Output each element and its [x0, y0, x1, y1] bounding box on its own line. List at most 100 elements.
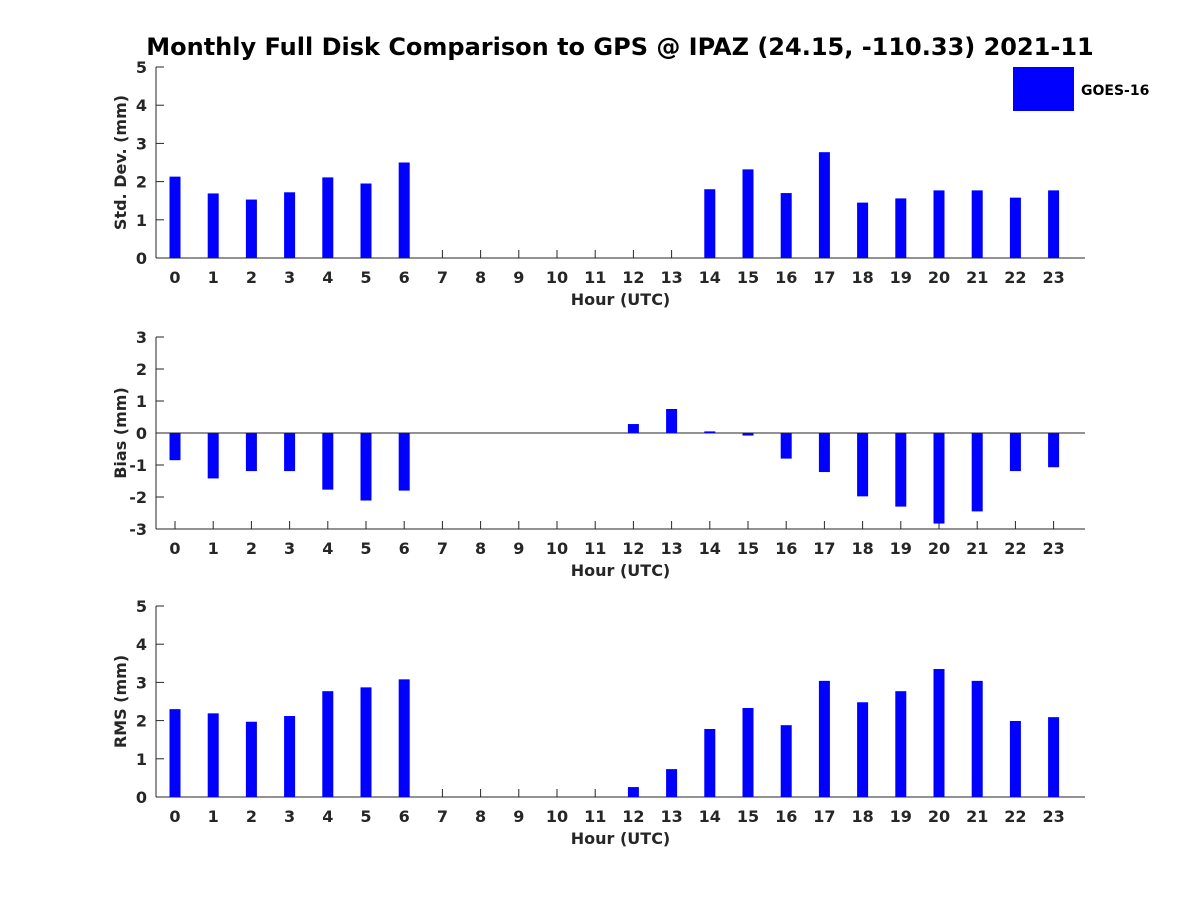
- bias-x-tick-label: 10: [546, 539, 568, 558]
- std-dev-bar-17: [818, 152, 830, 258]
- rms-bar-12: [627, 787, 639, 797]
- bias-x-tick-label: 23: [1042, 539, 1064, 558]
- legend-label: GOES-16: [1081, 83, 1149, 99]
- rms-bar-23: [1048, 717, 1060, 797]
- rms-x-tick-label: 12: [622, 807, 644, 826]
- bias-x-tick-label: 9: [513, 539, 524, 558]
- std-dev-x-tick-label: 23: [1042, 268, 1064, 287]
- rms-x-tick-label: 6: [399, 807, 410, 826]
- bias-bar-4: [322, 433, 334, 490]
- bias-x-tick-label: 19: [890, 539, 912, 558]
- rms-bar-4: [322, 691, 334, 797]
- std-dev-bar-4: [322, 177, 334, 258]
- bias-x-tick-label: 1: [208, 539, 219, 558]
- rms-bar-21: [971, 680, 983, 797]
- std-dev-x-tick-label: 2: [246, 268, 257, 287]
- rms-x-tick-label: 18: [851, 807, 873, 826]
- bias-x-tick-label: 0: [169, 539, 180, 558]
- legend-swatch: [1013, 67, 1074, 111]
- std-dev-x-tick-label: 8: [475, 268, 486, 287]
- bias-x-tick-label: 22: [1004, 539, 1026, 558]
- rms-y-tick-label: 0: [136, 788, 147, 807]
- bias-bar-14: [704, 431, 716, 433]
- std-dev-x-tick-label: 13: [660, 268, 682, 287]
- std-dev-x-tick-label: 11: [584, 268, 606, 287]
- bias-x-tick-label: 17: [813, 539, 835, 558]
- rms-y-tick-label: 2: [136, 712, 147, 731]
- bias-bar-3: [284, 433, 296, 472]
- std-dev-bar-3: [284, 192, 296, 258]
- std-dev-x-tick-label: 0: [169, 268, 180, 287]
- std-dev-bar-5: [360, 183, 372, 258]
- bias-x-tick-label: 21: [966, 539, 988, 558]
- rms-x-tick-label: 21: [966, 807, 988, 826]
- rms-x-tick-label: 5: [360, 807, 371, 826]
- rms-y-axis-label: RMS (mm): [111, 655, 130, 748]
- bias-x-tick-label: 18: [851, 539, 873, 558]
- bias-x-tick-label: 11: [584, 539, 606, 558]
- rms-bar-18: [857, 702, 869, 797]
- std-dev-x-tick-label: 1: [208, 268, 219, 287]
- bias-bar-1: [207, 433, 219, 479]
- bias-y-tick-label: 0: [136, 424, 147, 443]
- std-dev-y-tick-label: 2: [136, 173, 147, 192]
- std-dev-y-tick-label: 4: [136, 96, 147, 115]
- bias-bar-18: [857, 433, 869, 497]
- rms-x-tick-label: 11: [584, 807, 606, 826]
- rms-x-axis-label: Hour (UTC): [571, 829, 671, 848]
- std-dev-bar-0: [169, 176, 181, 258]
- std-dev-x-tick-label: 5: [360, 268, 371, 287]
- std-dev-bar-2: [245, 199, 257, 258]
- bias-y-tick-label: 2: [136, 360, 147, 379]
- rms-bar-14: [704, 729, 716, 797]
- bias-bar-19: [895, 433, 907, 507]
- rms-bar-6: [398, 679, 410, 797]
- bias-y-tick-label: 1: [136, 392, 147, 411]
- std-dev-y-axis-label: Std. Dev. (mm): [111, 95, 130, 230]
- rms-bar-5: [360, 687, 372, 797]
- std-dev-x-tick-label: 18: [851, 268, 873, 287]
- std-dev-x-tick-label: 12: [622, 268, 644, 287]
- rms-bar-0: [169, 709, 181, 797]
- bias-x-tick-label: 15: [737, 539, 759, 558]
- rms-x-tick-label: 15: [737, 807, 759, 826]
- rms-y-tick-label: 1: [136, 750, 147, 769]
- std-dev-bar-18: [857, 202, 869, 258]
- bias-bar-23: [1048, 433, 1060, 468]
- rms-bar-13: [666, 769, 678, 797]
- bias-y-tick-label: 3: [136, 328, 147, 347]
- std-dev-x-tick-label: 21: [966, 268, 988, 287]
- bias-x-tick-label: 5: [360, 539, 371, 558]
- bias-bar-22: [1009, 433, 1021, 472]
- bias-x-tick-label: 3: [284, 539, 295, 558]
- rms-x-tick-label: 14: [699, 807, 721, 826]
- std-dev-y-tick-label: 0: [136, 249, 147, 268]
- std-dev-bar-22: [1009, 197, 1021, 258]
- rms-bar-2: [245, 721, 257, 797]
- bias-y-tick-label: -3: [129, 520, 147, 539]
- rms-x-tick-label: 8: [475, 807, 486, 826]
- rms-x-tick-label: 2: [246, 807, 257, 826]
- rms-y-tick-label: 5: [136, 597, 147, 616]
- std-dev-x-tick-label: 19: [890, 268, 912, 287]
- bias-x-tick-label: 12: [622, 539, 644, 558]
- std-dev-x-tick-label: 3: [284, 268, 295, 287]
- std-dev-x-tick-label: 7: [437, 268, 448, 287]
- rms-x-tick-label: 20: [928, 807, 950, 826]
- bias-y-tick-label: -1: [129, 456, 147, 475]
- rms-bar-17: [818, 680, 830, 797]
- std-dev-x-tick-label: 15: [737, 268, 759, 287]
- std-dev-x-tick-label: 22: [1004, 268, 1026, 287]
- bias-bar-21: [971, 433, 983, 512]
- bias-bar-15: [742, 433, 754, 436]
- rms-y-tick-label: 4: [136, 635, 147, 654]
- legend: GOES-16: [1013, 67, 1149, 111]
- bias-y-axis-label: Bias (mm): [111, 387, 130, 479]
- rms-x-tick-label: 17: [813, 807, 835, 826]
- std-dev-bar-15: [742, 169, 754, 258]
- std-dev-bar-20: [933, 190, 945, 258]
- rms-bar-1: [207, 713, 219, 797]
- rms-bar-16: [780, 725, 792, 797]
